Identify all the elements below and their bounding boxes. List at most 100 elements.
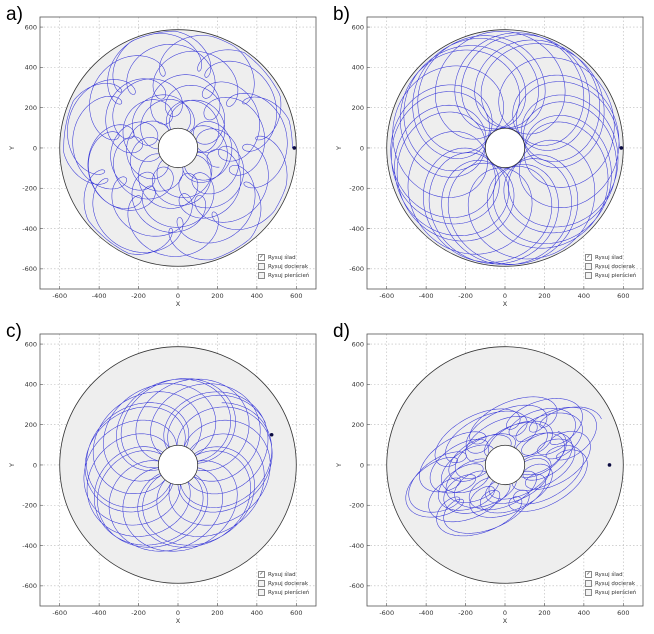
- x-tick-label: 0: [503, 292, 507, 300]
- legend-label: Rysuj pierścień: [268, 272, 310, 279]
- legend-label: Rysuj docierak: [595, 580, 636, 587]
- legend-label: Rysuj ślad: [595, 254, 623, 261]
- panel-label: b): [333, 4, 350, 25]
- y-tick-label: -400: [22, 225, 37, 233]
- trace-line: [63, 30, 293, 261]
- y-tick-label: 600: [352, 340, 364, 348]
- y-axis-label: Y: [335, 463, 343, 468]
- legend-label: Rysuj docierak: [595, 263, 636, 270]
- plot-content: [386, 346, 624, 584]
- position-marker: [607, 463, 612, 467]
- panel-label: a): [6, 4, 23, 25]
- checkbox-rysuj-docierak[interactable]: Rysuj docierak: [258, 262, 314, 271]
- position-marker: [619, 146, 624, 150]
- checkbox-rysuj-pierscien[interactable]: Rysuj pierścień: [258, 588, 314, 597]
- plot-content: [386, 29, 624, 267]
- panel-a: -600 -400 -200 0 200 400 600 600 400 200 0 -200 -400…: [0, 0, 327, 317]
- checkbox-checked-icon[interactable]: ✓: [585, 254, 592, 261]
- checkbox-checked-icon[interactable]: ✓: [585, 571, 592, 578]
- y-tick-label: -400: [349, 542, 364, 550]
- x-tick-label: -600: [379, 292, 394, 300]
- y-axis-label: Y: [8, 146, 16, 151]
- checkbox-rysuj-slad[interactable]: ✓ Rysuj ślad: [258, 253, 314, 262]
- checkbox-empty-icon[interactable]: [258, 589, 265, 596]
- y-axis-label: Y: [8, 463, 16, 468]
- trace-line: [405, 396, 602, 537]
- chart-c: -600 -400 -200 0 200 400 600 600 400 200 0 -200 -400…: [8, 333, 317, 625]
- x-axis-label: X: [503, 617, 508, 625]
- x-tick-label: 400: [578, 292, 590, 300]
- legend-label: Rysuj docierak: [268, 263, 309, 270]
- y-tick-label: -400: [22, 542, 37, 550]
- legend: ✓ Rysuj ślad Rysuj docierak Rysuj pierści…: [585, 570, 641, 597]
- checkbox-rysuj-docierak[interactable]: Rysuj docierak: [258, 579, 314, 588]
- chart-d: -600 -400 -200 0 200 400 600 600 400 200 0 -200 -400…: [335, 333, 644, 625]
- legend-label: Rysuj pierścień: [268, 589, 310, 596]
- chart-a: -600 -400 -200 0 200 400 600 600 400 200 0 -200 -400…: [8, 16, 317, 308]
- checkbox-empty-icon[interactable]: [258, 263, 265, 270]
- x-axis-label: X: [503, 300, 508, 308]
- y-tick-label: 600: [352, 23, 364, 31]
- x-tick-label: -400: [92, 609, 107, 617]
- panel-label: d): [333, 321, 350, 342]
- x-tick-label: 0: [176, 609, 180, 617]
- x-tick-label: 0: [176, 292, 180, 300]
- checkbox-checked-icon[interactable]: ✓: [258, 571, 265, 578]
- checkbox-empty-icon[interactable]: [258, 272, 265, 279]
- y-tick-label: 600: [25, 23, 37, 31]
- x-tick-label: 0: [503, 609, 507, 617]
- y-tick-label: 0: [360, 461, 364, 469]
- plot-content: [59, 346, 297, 584]
- legend-label: Rysuj pierścień: [595, 272, 637, 279]
- legend: ✓ Rysuj ślad Rysuj docierak Rysuj pierści…: [258, 253, 314, 280]
- checkbox-checked-icon[interactable]: ✓: [258, 254, 265, 261]
- x-tick-label: -600: [52, 609, 67, 617]
- x-tick-label: -400: [419, 292, 434, 300]
- y-tick-label: 600: [25, 340, 37, 348]
- checkbox-rysuj-pierscien[interactable]: Rysuj pierścień: [585, 271, 641, 280]
- y-tick-label: -600: [349, 582, 364, 590]
- position-marker: [269, 432, 274, 437]
- x-axis-label: X: [176, 617, 181, 625]
- checkbox-empty-icon[interactable]: [585, 272, 592, 279]
- y-tick-label: 200: [352, 421, 364, 429]
- legend-label: Rysuj ślad: [268, 571, 296, 578]
- checkbox-empty-icon[interactable]: [258, 580, 265, 587]
- checkbox-rysuj-docierak[interactable]: Rysuj docierak: [585, 262, 641, 271]
- legend-label: Rysuj ślad: [595, 571, 623, 578]
- disk-inner-hole: [157, 127, 199, 169]
- x-tick-label: -200: [458, 609, 473, 617]
- checkbox-empty-icon[interactable]: [585, 580, 592, 587]
- y-tick-label: 400: [25, 64, 37, 72]
- checkbox-rysuj-slad[interactable]: ✓ Rysuj ślad: [585, 570, 641, 579]
- panel-c: -600 -400 -200 0 200 400 600 600 400 200 0 -200 -400…: [0, 317, 327, 634]
- checkbox-empty-icon[interactable]: [585, 263, 592, 270]
- x-tick-label: 200: [211, 609, 223, 617]
- checkbox-rysuj-pierscien[interactable]: Rysuj pierścień: [585, 588, 641, 597]
- checkbox-empty-icon[interactable]: [585, 589, 592, 596]
- y-tick-label: 200: [25, 104, 37, 112]
- x-axis-label: X: [176, 300, 181, 308]
- checkbox-rysuj-pierscien[interactable]: Rysuj pierścień: [258, 271, 314, 280]
- checkbox-rysuj-slad[interactable]: ✓ Rysuj ślad: [585, 253, 641, 262]
- plot-content: [59, 29, 297, 267]
- y-tick-label: -400: [349, 225, 364, 233]
- x-tick-label: 600: [290, 292, 302, 300]
- legend: ✓ Rysuj ślad Rysuj docierak Rysuj pierści…: [258, 570, 314, 597]
- checkbox-rysuj-slad[interactable]: ✓ Rysuj ślad: [258, 570, 314, 579]
- y-tick-label: -600: [22, 265, 37, 273]
- x-tick-label: -200: [458, 292, 473, 300]
- panel-b: -600 -400 -200 0 200 400 600 600 400 200 0 -200 -400…: [327, 0, 654, 317]
- disk-inner-hole: [484, 444, 526, 486]
- checkbox-rysuj-docierak[interactable]: Rysuj docierak: [585, 579, 641, 588]
- trace-line: [390, 31, 620, 266]
- disk-inner-hole: [157, 444, 199, 486]
- y-tick-label: -600: [22, 582, 37, 590]
- y-tick-label: 0: [360, 144, 364, 152]
- y-tick-label: 200: [25, 421, 37, 429]
- x-tick-label: 200: [538, 292, 550, 300]
- y-tick-label: -200: [22, 502, 37, 510]
- x-tick-label: 200: [211, 292, 223, 300]
- legend-label: Rysuj ślad: [268, 254, 296, 261]
- panel-d: -600 -400 -200 0 200 400 600 600 400 200 0 -200 -400…: [327, 317, 654, 634]
